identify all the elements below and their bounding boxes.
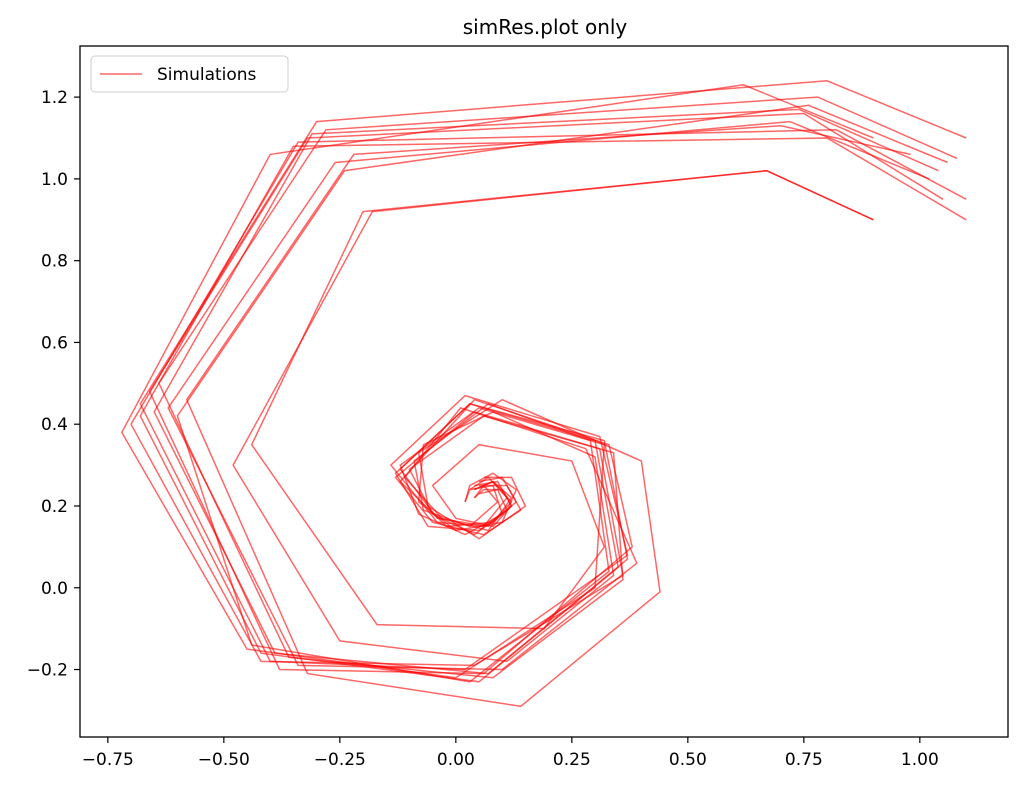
x-tick-label: −0.75 (82, 750, 134, 770)
x-tick-label: 1.00 (901, 750, 939, 770)
legend-box (90, 55, 289, 93)
y-tick-label: 0.6 (41, 333, 68, 353)
y-tick-label: 0.0 (41, 579, 68, 599)
simulation-line-9 (176, 104, 948, 683)
simulation-line-11 (130, 129, 967, 667)
simulation-line-5 (139, 80, 967, 671)
x-axis: −0.75 −0.50 −0.25 0.00 0.25 0.50 0.75 1.00 (82, 737, 939, 770)
y-tick-label: −0.2 (27, 661, 68, 681)
x-tick-label: 0.50 (669, 750, 707, 770)
y-tick-label: 1.2 (41, 88, 68, 108)
legend: Simulations (90, 55, 289, 93)
x-tick-label: 0.25 (553, 750, 591, 770)
y-axis: −0.2 0.0 0.2 0.4 0.6 0.8 1.0 1.2 (27, 88, 80, 681)
simulation-line-6 (148, 112, 944, 675)
simulation-line-3 (120, 84, 874, 679)
simulation-line-2 (232, 169, 874, 663)
plot-frame (79, 45, 1009, 738)
legend-label-simulations: Simulations (157, 65, 257, 85)
simulation-line-8 (167, 120, 930, 671)
x-tick-label: −0.25 (314, 750, 366, 770)
x-tick-label: 0.75 (785, 750, 823, 770)
y-tick-label: 0.4 (41, 415, 68, 435)
y-tick-label: 0.2 (41, 497, 68, 517)
y-tick-label: 1.0 (41, 170, 68, 190)
chart-title: simRes.plot only (463, 15, 628, 39)
x-tick-label: 0.00 (437, 750, 475, 770)
simulation-line-12 (153, 108, 939, 675)
series-layer (120, 80, 967, 708)
simulation-line-1 (250, 169, 874, 630)
y-tick-label: 0.8 (41, 252, 68, 272)
x-tick-label: −0.50 (198, 750, 250, 770)
